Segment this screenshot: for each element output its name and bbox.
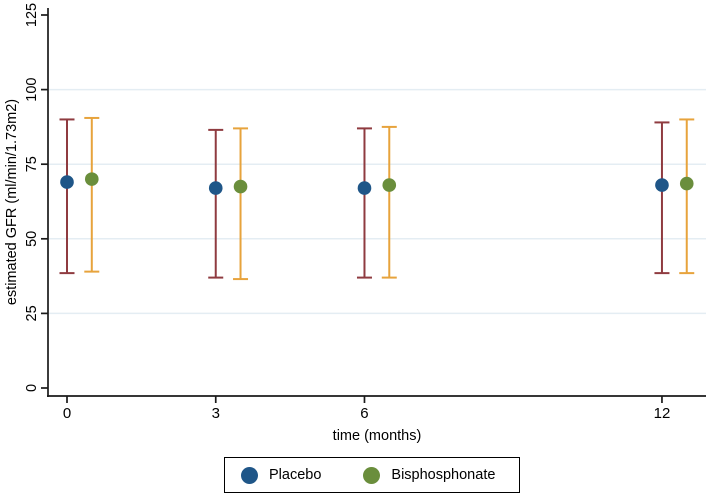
- marker-bisphosphonate-m0: [84, 172, 99, 186]
- series-layer: [59, 116, 695, 281]
- x-tick-label-6: 6: [360, 405, 368, 422]
- y-tick-label-25: 25: [24, 305, 40, 321]
- marker-placebo-m6: [357, 181, 372, 195]
- legend-entry-bisphosphonate: Bisphosphonate: [363, 466, 496, 484]
- x-axis-title: time (months): [333, 428, 422, 444]
- marker-bisphosphonate-m6: [382, 178, 397, 192]
- gridlines: [49, 88, 706, 315]
- y-tick-label-125: 125: [24, 3, 40, 27]
- marker-placebo-m0: [60, 175, 74, 189]
- marker-placebo-m12: [655, 178, 669, 192]
- axes: 0 25 50 75 100 125 0 3 6 12: [24, 3, 706, 422]
- legend-label-bisphosphonate: Bisphosphonate: [391, 467, 496, 483]
- legend-label-placebo: Placebo: [269, 467, 322, 483]
- marker-bisphosphonate-m12: [679, 176, 694, 191]
- x-tick-label-3: 3: [212, 405, 220, 422]
- y-tick-label-0: 0: [24, 384, 40, 392]
- legend-marker-placebo-icon: [241, 466, 258, 484]
- legend-marker-bisphosphonate-icon: [363, 466, 381, 484]
- y-tick-label-75: 75: [24, 156, 40, 172]
- legend-entry-placebo: Placebo: [241, 466, 322, 484]
- y-tick-label-100: 100: [24, 77, 40, 101]
- legend-box: Placebo Bisphosphonate: [224, 457, 520, 493]
- x-tick-label-12: 12: [654, 405, 671, 422]
- y-axis-title: estimated GFR (ml/min/1.73m2): [4, 99, 20, 305]
- y-tick-label-50: 50: [24, 231, 40, 247]
- plot-svg: 0 25 50 75 100 125 0 3 6 12 estimated GFR (ml/min…: [4, 3, 706, 444]
- marker-placebo-m3: [208, 181, 223, 195]
- marker-bisphosphonate-m3: [233, 179, 248, 194]
- x-tick-label-0: 0: [63, 405, 71, 422]
